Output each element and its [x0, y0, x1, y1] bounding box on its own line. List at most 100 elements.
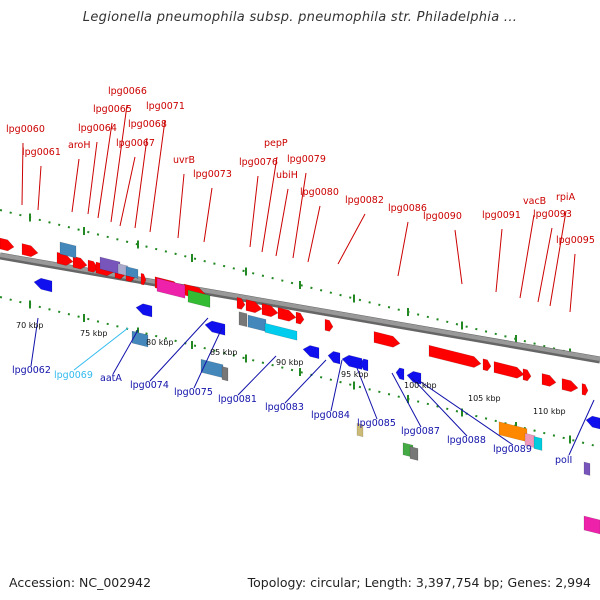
gene-label-top[interactable]: lpg0091 — [482, 210, 521, 221]
gene-box-grey[interactable] — [409, 446, 419, 461]
gene-label-top[interactable]: lpg0068 — [128, 119, 167, 130]
gene-label-bottom[interactable]: lpg0074 — [130, 380, 169, 391]
gene-box-green[interactable] — [187, 289, 211, 308]
reverse-gene-arrow[interactable] — [33, 277, 53, 293]
ruler-tick-label: 80 kbp — [146, 338, 174, 347]
top-label-leader — [292, 172, 307, 259]
gene-label-top[interactable]: lpg0067 — [116, 138, 155, 149]
ruler-tick-label: 85 kbp — [210, 348, 238, 357]
gene-box-steelblue[interactable] — [59, 241, 77, 259]
forward-gene-arrow[interactable] — [581, 383, 589, 397]
gene-box-cyan[interactable] — [533, 436, 543, 451]
forward-gene-arrow[interactable] — [522, 368, 532, 382]
gene-label-bottom[interactable]: lpg0069 — [54, 370, 93, 381]
top-label-leader — [149, 119, 166, 233]
accession-text: Accession: NC_002942 — [9, 575, 152, 590]
gene-label-top[interactable]: vacB — [523, 196, 546, 207]
gene-label-bottom[interactable]: lpg0075 — [174, 387, 213, 398]
gene-label-bottom[interactable]: lpg0062 — [12, 365, 51, 376]
gene-label-bottom[interactable]: lpg0083 — [265, 402, 304, 413]
gene-box-steelblue[interactable] — [200, 358, 224, 379]
gene-label-top[interactable]: uvrB — [173, 155, 195, 166]
forward-gene-arrow[interactable] — [482, 358, 492, 372]
reverse-gene-arrow[interactable] — [341, 354, 363, 370]
forward-gene-arrow[interactable] — [236, 296, 246, 310]
gene-label-top[interactable]: lpg0066 — [108, 86, 147, 97]
forward-gene-arrow[interactable] — [245, 299, 263, 315]
gene-label-bottom[interactable]: polI — [555, 455, 572, 466]
gene-label-bottom[interactable]: lpg0087 — [401, 426, 440, 437]
gene-label-bottom[interactable]: lpg0081 — [218, 394, 257, 405]
gene-label-top[interactable]: rpiA — [556, 192, 576, 203]
gene-box-steelblue[interactable] — [247, 314, 267, 332]
gene-label-top[interactable]: lpg0076 — [239, 157, 278, 168]
gene-label-bottom[interactable]: aatA — [100, 373, 122, 384]
gene-label-top[interactable]: lpg0080 — [300, 187, 339, 198]
gene-label-top[interactable]: ubiH — [276, 170, 298, 181]
gene-box-khaki[interactable] — [356, 422, 364, 438]
gene-box-grey[interactable] — [238, 311, 248, 328]
gene-box-cyan[interactable] — [264, 322, 298, 341]
gene-box-purple[interactable] — [583, 461, 591, 476]
gene-label-top[interactable]: lpg0093 — [533, 209, 572, 220]
forward-gene-arrow[interactable] — [541, 373, 557, 389]
bottom-label-leader — [73, 327, 129, 371]
gene-box-magenta[interactable] — [583, 515, 600, 535]
top-label-leader — [519, 214, 535, 299]
bottom-label-leader — [193, 327, 223, 389]
forward-gene-arrow[interactable] — [493, 361, 525, 381]
bottom-label-leader — [417, 379, 514, 446]
gene-label-top[interactable]: lpg0086 — [388, 203, 427, 214]
reverse-gene-arrow[interactable] — [204, 319, 226, 336]
ruler-tick-label: 110 kbp — [533, 407, 566, 416]
forward-gene-arrow[interactable] — [373, 331, 401, 350]
forward-gene-arrow[interactable] — [261, 303, 279, 319]
reverse-gene-arrow[interactable] — [359, 358, 369, 372]
gene-label-bottom[interactable]: lpg0088 — [447, 435, 486, 446]
forward-gene-arrow[interactable] — [0, 237, 15, 253]
top-label-leader — [307, 205, 321, 263]
reverse-gene-arrow[interactable] — [135, 302, 153, 318]
gene-label-top[interactable]: lpg0071 — [146, 101, 185, 112]
bottom-label-leader — [112, 329, 139, 375]
reverse-gene-arrow[interactable] — [395, 367, 405, 381]
gene-box-grey[interactable] — [221, 366, 229, 382]
reverse-gene-arrow[interactable] — [327, 350, 341, 365]
gene-label-top[interactable]: lpg0082 — [345, 195, 384, 206]
gene-label-bottom[interactable]: lpg0084 — [311, 410, 350, 421]
forward-gene-arrow[interactable] — [140, 272, 147, 286]
gene-label-top[interactable]: pepP — [264, 138, 288, 149]
gene-label-top[interactable]: lpg0065 — [93, 104, 132, 115]
gene-box-steelblue[interactable] — [131, 330, 149, 348]
top-label-leader — [454, 229, 463, 285]
gene-box-magenta[interactable] — [156, 277, 186, 299]
gene-label-top[interactable]: lpg0073 — [193, 169, 232, 180]
gene-label-top[interactable]: lpg0061 — [22, 147, 61, 158]
bottom-label-leader — [411, 377, 468, 437]
bottom-label-leader — [149, 317, 209, 382]
gene-box-steelblue[interactable] — [125, 266, 139, 279]
forward-gene-arrow[interactable] — [561, 378, 579, 394]
reverse-gene-arrow[interactable] — [585, 415, 600, 430]
reverse-gene-arrow[interactable] — [302, 344, 320, 360]
forward-gene-arrow[interactable] — [21, 243, 39, 259]
gene-label-top[interactable]: lpg0090 — [423, 211, 462, 222]
gene-label-bottom[interactable]: lpg0085 — [357, 418, 396, 429]
top-label-leader — [203, 187, 213, 243]
forward-gene-arrow[interactable] — [324, 318, 334, 332]
gene-label-top[interactable]: lpg0095 — [556, 235, 595, 246]
bottom-label-leader — [237, 355, 277, 396]
gene-label-top[interactable]: aroH — [68, 140, 90, 151]
gene-features — [0, 237, 600, 535]
forward-gene-arrow[interactable] — [72, 255, 88, 271]
gene-label-top[interactable]: lpg0060 — [6, 124, 45, 135]
bottom-label-leader — [30, 317, 39, 367]
ruler-tick-label: 70 kbp — [16, 321, 44, 330]
gene-label-bottom[interactable]: lpg0089 — [493, 444, 532, 455]
forward-gene-arrow[interactable] — [87, 259, 99, 274]
forward-gene-arrow[interactable] — [277, 307, 297, 324]
forward-gene-arrow[interactable] — [295, 311, 305, 325]
forward-gene-arrow[interactable] — [428, 344, 482, 369]
gene-label-top[interactable]: lpg0079 — [287, 154, 326, 165]
gene-label-top[interactable]: lpg0064 — [78, 123, 117, 134]
